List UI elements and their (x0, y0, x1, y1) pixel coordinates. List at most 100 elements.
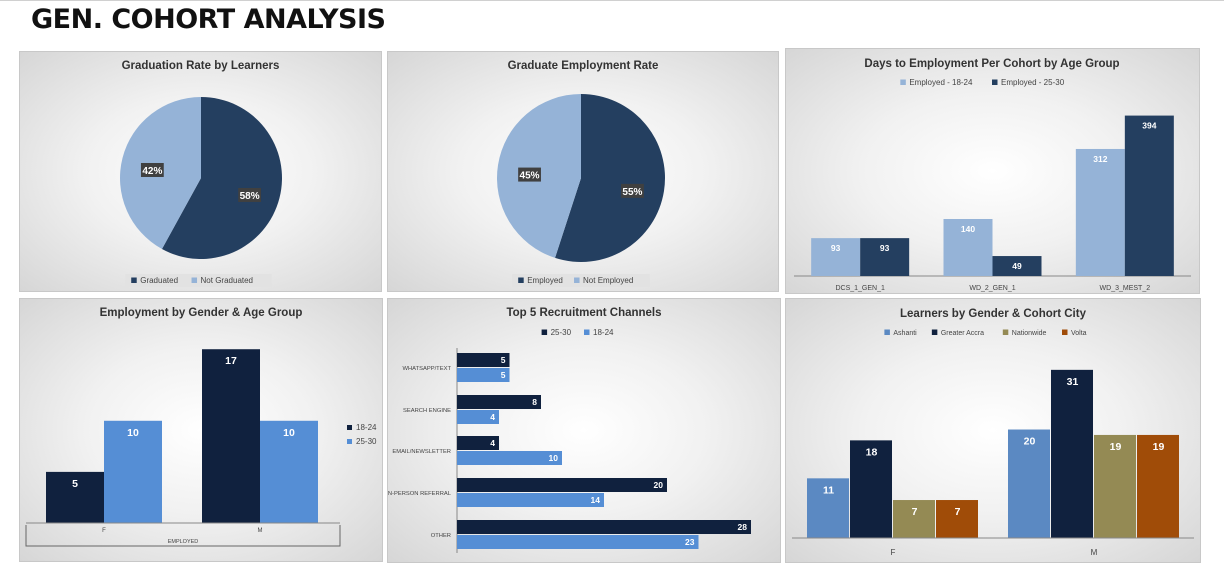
data-label-graduated: 58% (240, 191, 260, 202)
bar-f-25-30 (104, 420, 162, 523)
legend-label-nationwide: Nationwide (1012, 330, 1047, 337)
data-label-box-not-employed (518, 167, 541, 182)
legend-label-not-employed: Not Employed (583, 276, 633, 285)
bar-value-label: 11 (823, 484, 834, 496)
employment-by-gender-chart: Employment by Gender & Age Group 5 10 F 17 10… (19, 298, 383, 562)
bar-value-label: 93 (880, 243, 890, 253)
bar-value-label: 394 (1142, 121, 1156, 131)
data-label-box-employed (621, 183, 644, 198)
category-label-whatsapp-text: WHATSAPP/TEXT (402, 366, 451, 372)
bar-whatsapp-text-25-30 (457, 353, 510, 367)
employment-rate-chart: Graduate Employment Rate 55% 45% Employed No… (387, 51, 779, 292)
legend-swatch-18-24 (347, 425, 352, 430)
legend-label-employed-25-30: Employed - 25-30 (1001, 78, 1065, 87)
bar-value-label: 7 (955, 506, 961, 518)
category-label-m: M (1091, 548, 1098, 557)
bar-m-25-30 (260, 420, 318, 523)
bar-f-volta (936, 500, 978, 538)
bar-wd-2-gen-1-employed-18-24 (943, 219, 993, 276)
employment-by-gender-svg: Employment by Gender & Age Group 5 10 F 17 10… (25, 307, 377, 547)
legend-box (125, 274, 272, 287)
data-label-employed: 55% (622, 187, 642, 198)
legend-label-employed: Employed (527, 276, 563, 285)
data-label-box-graduated (238, 187, 262, 202)
category-label-email-newsletter: EMAIL/NEWSLETTER (392, 449, 451, 455)
bar-email-newsletter-18-24 (457, 451, 562, 465)
legend-label-greater-accra: Greater Accra (941, 330, 984, 337)
bar-m-ashanti (1008, 429, 1050, 538)
bar-email-newsletter-25-30 (457, 436, 499, 450)
legend-label-employed-18-24: Employed - 18-24 (909, 78, 973, 87)
chart-title: Graduate Employment Rate (508, 60, 659, 72)
legend-label-25-30: 25-30 (551, 328, 572, 337)
recruitment-channels-svg: Top 5 Recruitment Channels 25-30 18-24 5 5 WH… (388, 307, 751, 553)
bar-value-label: 4 (490, 438, 495, 448)
chart-title: Days to Employment Per Cohort by Age Gro… (864, 58, 1119, 70)
legend-swatch-25-30 (347, 439, 352, 444)
bar-wd-2-gen-1-employed-25-30 (992, 256, 1042, 276)
bar-value-label: 20 (654, 480, 664, 490)
bar-value-label: 10 (283, 427, 295, 439)
bar-f-nationwide (893, 500, 935, 538)
legend-swatch-employed-25-30 (992, 79, 998, 85)
page-title: GEN. COHORT ANALYSIS (31, 4, 386, 35)
bar-value-label: 93 (831, 243, 841, 253)
chart-title: Employment by Gender & Age Group (100, 307, 303, 319)
bar-value-label: 19 (1110, 441, 1122, 453)
bar-value-label: 5 (501, 355, 506, 365)
group-bracket (25, 525, 341, 547)
legend-swatch-nationwide (1002, 329, 1009, 335)
bar-other-25-30 (457, 520, 751, 534)
data-label-not-employed: 45% (520, 171, 540, 182)
bar-whatsapp-text-18-24 (457, 368, 510, 382)
bar-value-label: 8 (532, 397, 537, 407)
bar-search-engine-18-24 (457, 410, 499, 424)
category-label-wd-2-gen-1: WD_2_GEN_1 (969, 285, 1015, 292)
category-label-in-person-referral: IN-PERSON REFERRAL (388, 491, 452, 497)
legend-label-volta: Volta (1071, 330, 1087, 337)
bar-value-label: 312 (1093, 154, 1107, 164)
data-label-box-not-graduated (140, 162, 164, 177)
bar-value-label: 5 (72, 478, 78, 490)
category-label-dcs-1-gen-1: DCS_1_GEN_1 (835, 285, 885, 292)
employment-rate-svg: Graduate Employment Rate 55% 45% Employed No… (497, 60, 665, 287)
legend-box (512, 274, 650, 287)
bar-value-label: 7 (912, 506, 918, 518)
legend-label-ashanti: Ashanti (893, 330, 917, 337)
bar-dcs-1-gen-1-employed-18-24 (811, 238, 861, 276)
bar-value-label: 19 (1153, 441, 1165, 453)
legend-swatch-ashanti (884, 329, 890, 335)
bar-m-volta (1137, 434, 1179, 538)
legend-label-graduated: Graduated (140, 276, 178, 285)
legend-swatch-employed (518, 277, 524, 283)
days-to-employment-svg: Days to Employment Per Cohort by Age Gro… (794, 58, 1191, 292)
bar-f-ashanti (807, 478, 849, 538)
bar-value-label: 5 (501, 370, 506, 380)
legend-swatch-greater-accra (931, 329, 938, 335)
top-divider (0, 0, 1224, 1)
group-label: EMPLOYED (168, 539, 199, 545)
bar-f-18-24 (46, 471, 104, 523)
bar-value-label: 31 (1067, 376, 1079, 388)
legend-swatch-graduated (131, 277, 137, 283)
bar-value-label: 10 (549, 453, 559, 463)
legend-label-18-24: 18-24 (593, 328, 614, 337)
category-label-m: M (258, 528, 263, 534)
bar-value-label: 140 (961, 224, 975, 234)
bar-value-label: 28 (738, 522, 748, 532)
legend-swatch-not-graduated (191, 277, 198, 283)
bar-value-label: 23 (685, 537, 695, 547)
graduation-rate-svg: Graduation Rate by Learners 58% 42% Graduat… (120, 60, 282, 287)
bar-in-person-referral-25-30 (457, 478, 667, 492)
bar-search-engine-25-30 (457, 395, 541, 409)
legend-swatch-25-30 (541, 329, 548, 335)
category-label-search-engine: SEARCH ENGINE (403, 408, 451, 414)
chart-title: Graduation Rate by Learners (122, 60, 280, 72)
bar-value-label: 17 (225, 355, 237, 367)
category-label-other: OTHER (431, 533, 451, 539)
bar-dcs-1-gen-1-employed-25-30 (860, 238, 910, 276)
category-label-wd-3-mest-2: WD_3_MEST_2 (1100, 285, 1151, 292)
bar-m-nationwide (1094, 434, 1136, 538)
graduation-rate-chart: Graduation Rate by Learners 58% 42% Graduat… (19, 51, 382, 292)
bar-value-label: 18 (866, 446, 878, 458)
